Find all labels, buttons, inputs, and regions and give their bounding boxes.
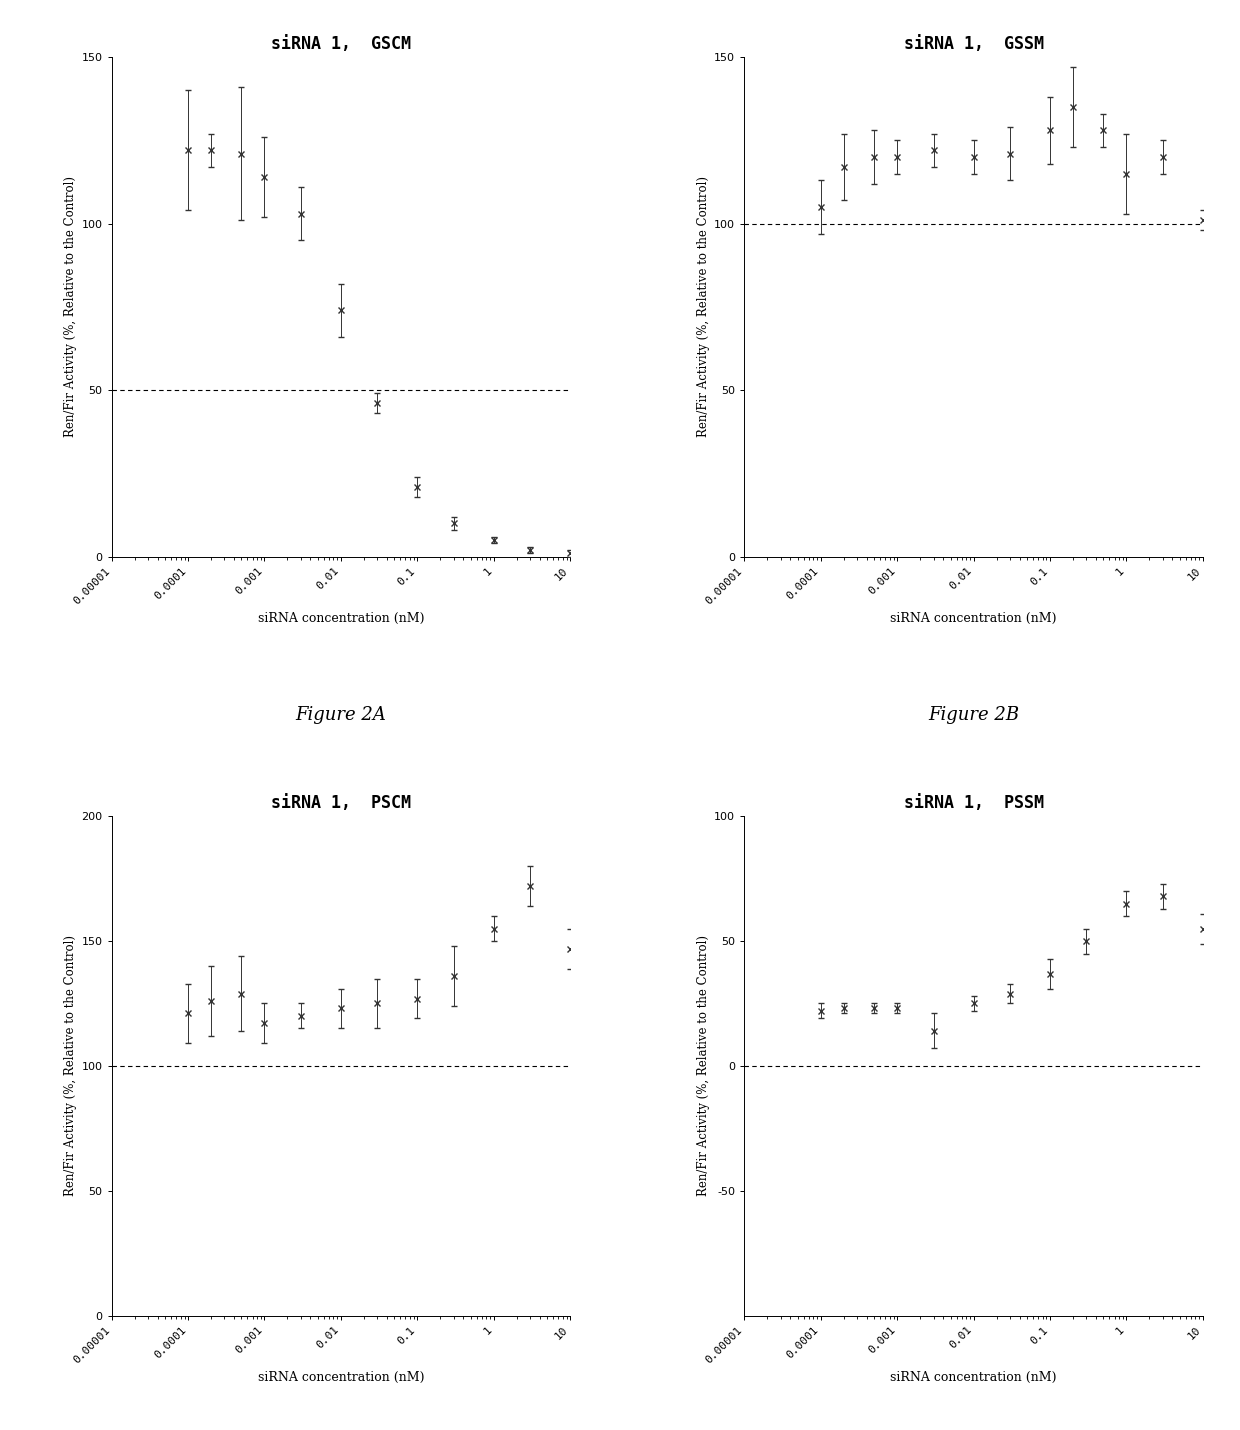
X-axis label: siRNA concentration (nM): siRNA concentration (nM) xyxy=(890,612,1056,625)
X-axis label: siRNA concentration (nM): siRNA concentration (nM) xyxy=(890,1371,1056,1384)
Text: Figure 2B: Figure 2B xyxy=(928,706,1019,725)
Title: siRNA 1,  GSCM: siRNA 1, GSCM xyxy=(270,34,410,53)
Y-axis label: Ren/Fir Activity (%, Relative to the Control): Ren/Fir Activity (%, Relative to the Con… xyxy=(697,176,711,438)
X-axis label: siRNA concentration (nM): siRNA concentration (nM) xyxy=(258,612,424,625)
Title: siRNA 1,  GSSM: siRNA 1, GSSM xyxy=(904,34,1044,53)
Y-axis label: Ren/Fir Activity (%, Relative to the Control): Ren/Fir Activity (%, Relative to the Con… xyxy=(64,176,77,438)
Title: siRNA 1,  PSCM: siRNA 1, PSCM xyxy=(270,794,410,812)
Text: Figure 2A: Figure 2A xyxy=(295,706,387,725)
X-axis label: siRNA concentration (nM): siRNA concentration (nM) xyxy=(258,1371,424,1384)
Title: siRNA 1,  PSSM: siRNA 1, PSSM xyxy=(904,794,1044,812)
Y-axis label: Ren/Fir Activity (%, Relative to the Control): Ren/Fir Activity (%, Relative to the Con… xyxy=(697,935,711,1197)
Y-axis label: Ren/Fir Activity (%, Relative to the Control): Ren/Fir Activity (%, Relative to the Con… xyxy=(64,935,77,1197)
